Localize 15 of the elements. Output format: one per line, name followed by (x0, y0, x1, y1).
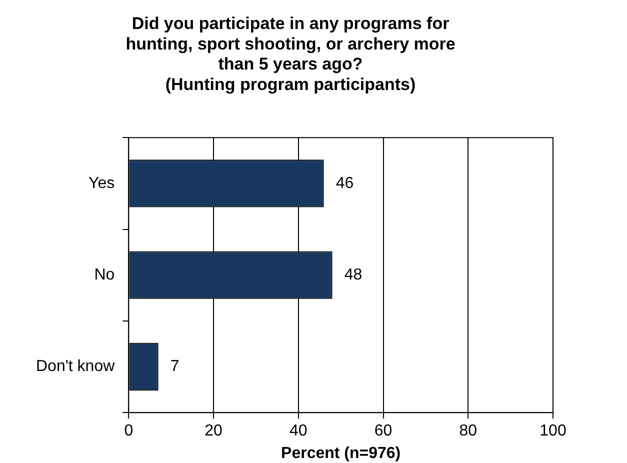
chart-title: Did you participate in any programs for hunting, sport shooting, or archery more than 5 years ago? (126, 14, 456, 74)
x-tick-label: 80 (459, 422, 478, 440)
x-tick-label: 100 (540, 422, 566, 440)
y-tick-label: Don't know (36, 358, 116, 376)
data-label: 48 (344, 266, 362, 284)
chart-subtitle: (Hunting program participants) (165, 75, 416, 94)
data-label: 46 (336, 174, 354, 192)
x-axis-title: Percent (n=976) (281, 444, 401, 462)
y-tick-label: Yes (88, 174, 115, 192)
x-tick-label: 40 (289, 422, 308, 440)
y-tick-label: No (94, 266, 115, 284)
x-tick-label: 20 (204, 422, 223, 440)
x-tick-label: 60 (374, 422, 392, 440)
x-tick-label: 0 (124, 422, 134, 440)
data-label: 7 (170, 358, 180, 376)
